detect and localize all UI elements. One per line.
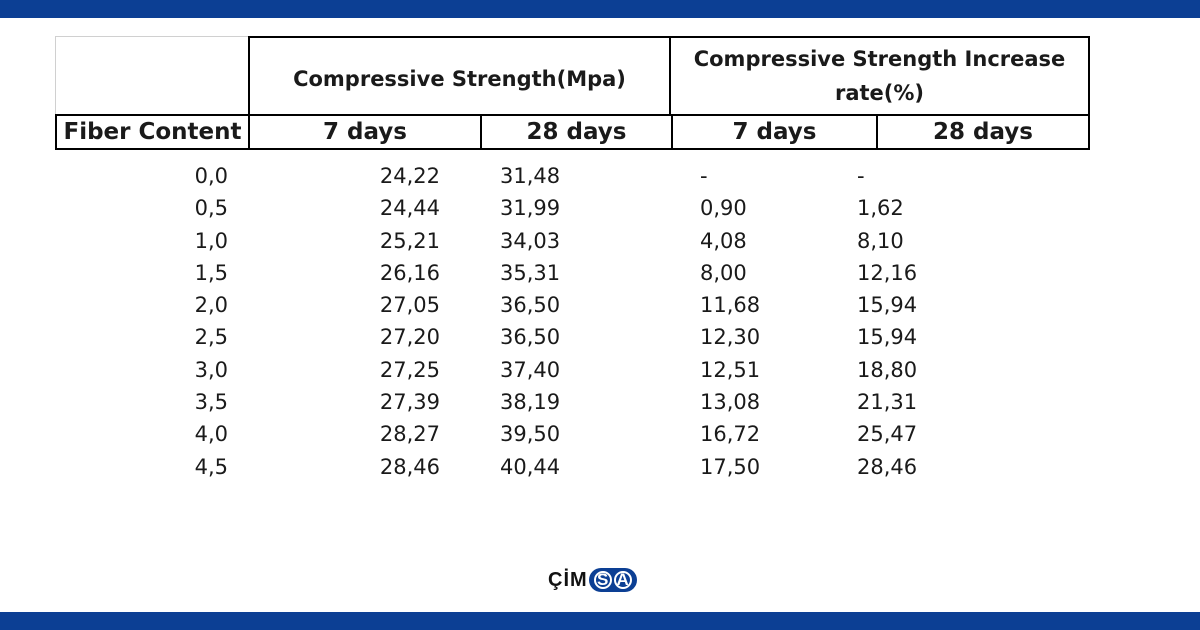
header-strength-increase-rate: Compressive Strength Increase rate(%) [671,36,1090,114]
cell-strength-7-days: 27,05 [379,293,440,318]
cell-strength-28-days: 35,31 [500,260,561,285]
top-brand-band [0,0,1200,18]
cell-increase-28-days: 25,47 [857,422,918,447]
cell-increase-28-days: 8,10 [857,228,904,253]
cell-increase-28-days: 1,62 [857,196,904,221]
table-row: 3,5 27,39 38,19 13,08 21,31 [0,386,1200,418]
cell-strength-7-days: 28,27 [379,422,440,447]
cell-fiber-content: 1,0 [194,228,228,253]
header-strength-7-days: 7 days [248,114,482,150]
cell-increase-28-days: 18,80 [857,357,918,382]
table-row: 2,0 27,05 36,50 11,68 15,94 [0,289,1200,321]
cell-fiber-content: 0,5 [194,196,228,221]
logo-badge-letter: A [613,571,632,589]
table-row: 0,0 24,22 31,48 - - [0,160,1200,192]
cell-strength-28-days: 34,03 [500,228,561,253]
cell-strength-7-days: 24,22 [379,164,440,188]
table-row: 3,0 27,25 37,40 12,51 18,80 [0,354,1200,386]
cell-increase-7-days: 13,08 [700,390,761,415]
header-increase-28-days: 28 days [878,114,1090,150]
cell-strength-7-days: 27,20 [379,325,440,350]
header-strength-28-days: 28 days [482,114,671,150]
cell-strength-28-days: 40,44 [500,454,561,479]
cell-increase-28-days: 28,46 [857,454,918,479]
cell-increase-7-days: 17,50 [700,454,761,479]
table-row: 0,5 24,44 31,99 0,90 1,62 [0,192,1200,224]
header-increase-7-days: 7 days [671,114,878,150]
table-row: 1,0 25,21 34,03 4,08 8,10 [0,225,1200,257]
cell-strength-7-days: 27,25 [379,357,440,382]
cell-strength-28-days: 31,99 [500,196,561,221]
cell-strength-7-days: 26,16 [379,260,440,285]
bottom-brand-band [0,612,1200,630]
cell-fiber-content: 4,0 [194,422,228,447]
cell-increase-28-days: 15,94 [857,325,918,350]
cell-fiber-content: 2,0 [194,293,228,318]
cell-increase-7-days: 12,30 [700,325,761,350]
cell-strength-7-days: 25,21 [379,228,440,253]
cell-strength-7-days: 27,39 [379,390,440,415]
header-blank-cell [55,36,248,114]
cell-increase-7-days: 0,90 [700,196,747,221]
header-increase-line1: Compressive Strength Increase [693,47,1066,71]
cell-fiber-content: 0,0 [194,164,228,188]
cell-increase-7-days: - [700,164,708,188]
cell-increase-28-days: 15,94 [857,293,918,318]
logo-badge-letter: S [593,571,612,589]
table-body: 0,0 24,22 31,48 - - 0,5 24,44 31,99 0,90… [0,160,1200,483]
cell-fiber-content: 3,5 [194,390,228,415]
cell-strength-7-days: 24,44 [379,196,440,221]
cell-strength-28-days: 36,50 [500,325,561,350]
cell-strength-28-days: 39,50 [500,422,561,447]
logo-badge: S A [588,568,637,592]
table-row: 4,5 28,46 40,44 17,50 28,46 [0,451,1200,483]
cell-strength-7-days: 28,46 [379,454,440,479]
logo-wordmark: ÇİM [548,568,588,591]
header-increase-line2: rate(%) [834,81,925,105]
cell-fiber-content: 4,5 [194,454,228,479]
header-fiber-content: Fiber Content [55,114,248,150]
table-header: Compressive Strength(Mpa) Compressive St… [55,36,1090,150]
cell-fiber-content: 3,0 [194,357,228,382]
cell-increase-28-days: - [857,164,865,188]
cell-increase-7-days: 12,51 [700,357,761,382]
table-row: 1,5 26,16 35,31 8,00 12,16 [0,257,1200,289]
cell-strength-28-days: 38,19 [500,390,561,415]
cell-strength-28-days: 31,48 [500,164,561,188]
cell-strength-28-days: 37,40 [500,357,561,382]
cell-increase-7-days: 16,72 [700,422,761,447]
cimsa-logo: ÇİM S A [548,567,637,593]
header-compressive-strength: Compressive Strength(Mpa) [248,36,671,114]
cell-increase-28-days: 12,16 [857,260,918,285]
table-row: 2,5 27,20 36,50 12,30 15,94 [0,321,1200,353]
table-row: 4,0 28,27 39,50 16,72 25,47 [0,418,1200,450]
cell-fiber-content: 1,5 [194,260,228,285]
cell-increase-7-days: 4,08 [700,228,747,253]
cell-increase-28-days: 21,31 [857,390,918,415]
cell-strength-28-days: 36,50 [500,293,561,318]
cell-increase-7-days: 11,68 [700,293,761,318]
cell-fiber-content: 2,5 [194,325,228,350]
cell-increase-7-days: 8,00 [700,260,747,285]
